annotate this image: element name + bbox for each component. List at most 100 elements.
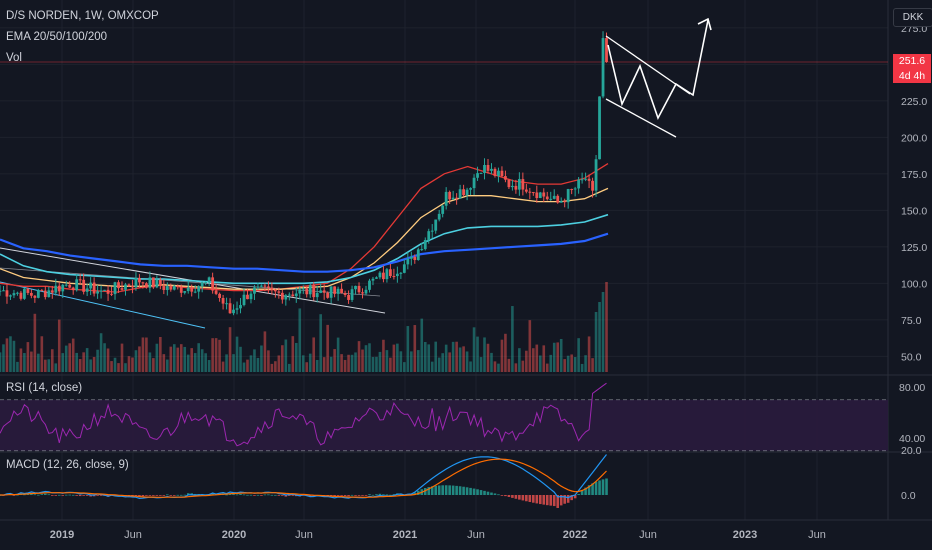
time-tick-label: 2021 bbox=[393, 529, 417, 541]
macd-histogram-bar bbox=[486, 491, 490, 495]
candle bbox=[497, 170, 500, 176]
candles bbox=[0, 31, 608, 316]
volume-bar bbox=[455, 341, 458, 372]
candle bbox=[458, 189, 462, 199]
macd-histogram-bar bbox=[538, 495, 542, 505]
candle bbox=[204, 281, 208, 283]
macd-tick-label: 20.0 bbox=[901, 445, 922, 457]
candle bbox=[570, 189, 574, 191]
volume-bar bbox=[0, 352, 2, 372]
volume-bar bbox=[333, 349, 336, 372]
rsi-line bbox=[0, 382, 607, 447]
candle bbox=[9, 295, 12, 297]
candle bbox=[357, 285, 361, 293]
last-price-tag: 251.6 bbox=[893, 54, 931, 69]
volume-bar bbox=[545, 363, 549, 372]
volume-bar bbox=[134, 350, 138, 372]
candle bbox=[305, 288, 309, 295]
candle bbox=[441, 205, 445, 214]
volume-bar bbox=[103, 343, 106, 372]
candle bbox=[420, 249, 424, 251]
macd-histogram-bar bbox=[570, 495, 573, 501]
volume-bar bbox=[44, 359, 47, 372]
candle bbox=[85, 288, 89, 292]
macd-histogram-bar bbox=[235, 494, 239, 496]
candle bbox=[5, 290, 9, 297]
candle bbox=[71, 287, 75, 291]
candle bbox=[127, 284, 131, 287]
candle bbox=[375, 277, 378, 279]
candle bbox=[61, 284, 65, 292]
volume-bar bbox=[347, 354, 350, 372]
volume-bar bbox=[138, 346, 141, 372]
candle bbox=[395, 273, 399, 277]
rsi-legend[interactable]: RSI (14, close) bbox=[6, 382, 83, 394]
volume-bar bbox=[601, 292, 605, 372]
volume-bar bbox=[472, 327, 476, 372]
candle bbox=[106, 289, 110, 294]
volume-bar bbox=[497, 363, 500, 372]
volume-bar bbox=[99, 333, 103, 372]
volume-bar bbox=[584, 355, 587, 372]
macd-histogram-bar bbox=[172, 495, 176, 496]
macd-histogram-bar bbox=[288, 495, 291, 496]
volume-bar bbox=[12, 340, 16, 372]
volume-bar bbox=[423, 341, 427, 372]
candle bbox=[23, 288, 26, 299]
volume-bar bbox=[322, 357, 326, 372]
macd-histogram-bar bbox=[490, 492, 493, 495]
macd-histogram-bar bbox=[451, 485, 455, 495]
candle bbox=[280, 292, 284, 300]
volume-bar bbox=[389, 357, 392, 372]
volume-bar bbox=[260, 345, 263, 372]
volume-bar bbox=[305, 362, 309, 372]
macd-histogram-bar bbox=[16, 494, 19, 496]
candle bbox=[382, 272, 385, 280]
volume-bar bbox=[476, 336, 479, 372]
volume-bar bbox=[542, 345, 546, 372]
rsi-pane bbox=[0, 382, 888, 452]
candle bbox=[591, 180, 594, 191]
signal-line bbox=[0, 458, 607, 499]
candle bbox=[172, 285, 176, 290]
macd-histogram-bar bbox=[68, 494, 72, 496]
candle bbox=[538, 192, 542, 199]
macd-histogram-bar bbox=[423, 487, 427, 495]
macd-histogram-bar bbox=[601, 479, 605, 495]
candle bbox=[483, 164, 486, 173]
candle bbox=[587, 178, 591, 181]
candle bbox=[148, 277, 152, 288]
macd-histogram-bar bbox=[497, 494, 500, 496]
volume-legend[interactable]: Vol bbox=[6, 52, 22, 64]
macd-histogram-bar bbox=[441, 485, 444, 495]
volume-bar bbox=[483, 337, 486, 372]
volume-bar bbox=[131, 357, 134, 372]
candle bbox=[399, 272, 403, 274]
macd-histogram-bar bbox=[448, 485, 451, 495]
candle bbox=[277, 291, 281, 293]
volume-bar bbox=[246, 359, 249, 372]
volume-bar bbox=[298, 308, 302, 372]
candle bbox=[2, 290, 5, 292]
candle bbox=[511, 185, 514, 188]
ema-legend[interactable]: EMA 20/50/100/200 bbox=[6, 31, 108, 43]
macd-histogram-bar bbox=[179, 494, 183, 496]
volume-bar bbox=[78, 359, 82, 372]
candle bbox=[301, 288, 305, 290]
volume-bar bbox=[462, 346, 465, 372]
currency-button[interactable]: DKK bbox=[893, 8, 932, 27]
candle bbox=[455, 197, 459, 199]
volume-bar bbox=[26, 342, 30, 372]
volume-bar bbox=[235, 336, 239, 372]
volume-bar bbox=[563, 359, 566, 372]
macd-histogram-bar bbox=[427, 487, 431, 495]
volume-bar bbox=[162, 354, 166, 372]
volume-bar bbox=[434, 341, 438, 372]
symbol-legend[interactable]: D/S NORDEN, 1W, OMXCOP bbox=[6, 10, 159, 22]
macd-histogram-bar bbox=[434, 485, 438, 495]
candle bbox=[406, 258, 410, 265]
candle bbox=[103, 289, 106, 291]
macd-histogram-bar bbox=[371, 494, 375, 496]
macd-legend[interactable]: MACD (12, 26, close, 9) bbox=[6, 459, 129, 471]
